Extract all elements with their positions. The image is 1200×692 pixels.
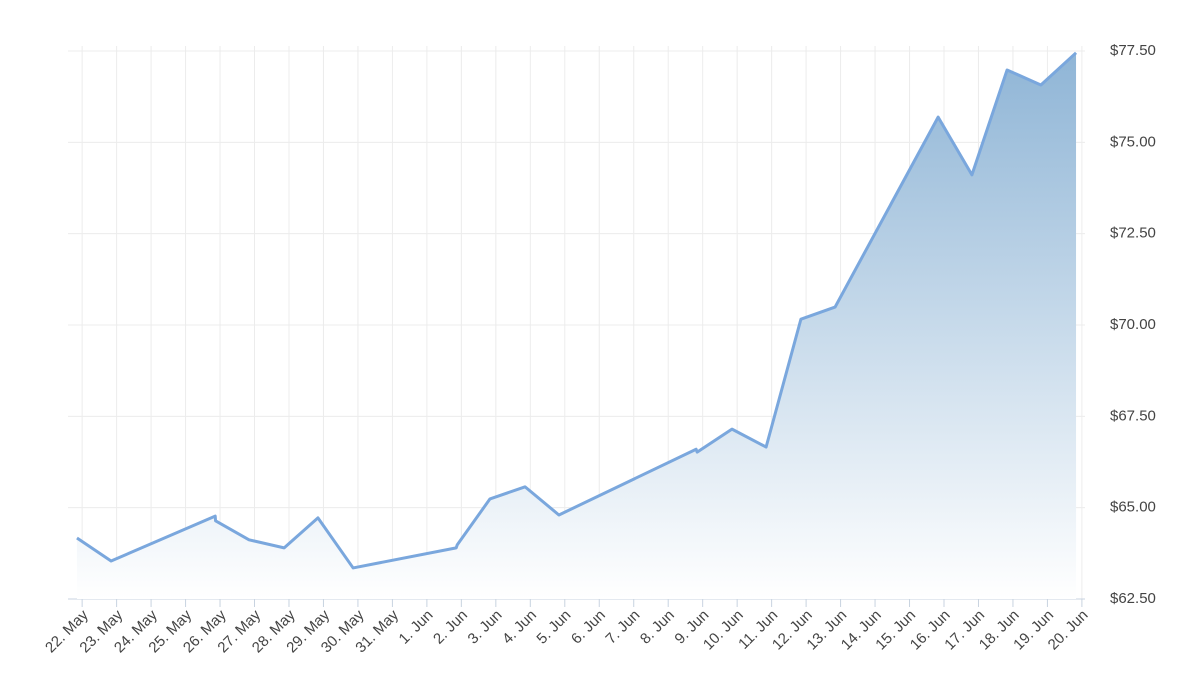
- y-tick-label: $77.50: [1110, 42, 1156, 59]
- y-tick-label: $65.00: [1110, 499, 1156, 516]
- y-tick-label: $62.50: [1110, 590, 1156, 607]
- x-tick-label: 5. Jun: [533, 607, 574, 648]
- x-tick-label: 1. Jun: [396, 607, 437, 648]
- x-tick-label: 7. Jun: [602, 607, 643, 648]
- x-tick-label: 6. Jun: [568, 607, 609, 648]
- x-tick-label: 2. Jun: [430, 607, 471, 648]
- x-tick-label: 8. Jun: [637, 607, 678, 648]
- line: [76, 51, 1078, 570]
- y-tick-label: $75.00: [1110, 133, 1156, 150]
- x-tick-label: 3. Jun: [465, 607, 506, 648]
- y-tick-label: $67.50: [1110, 407, 1156, 424]
- y-tick-label: $72.50: [1110, 225, 1156, 242]
- area: [76, 52, 1077, 600]
- x-tick-label: 4. Jun: [499, 607, 540, 648]
- y-tick-label: $70.00: [1110, 316, 1156, 333]
